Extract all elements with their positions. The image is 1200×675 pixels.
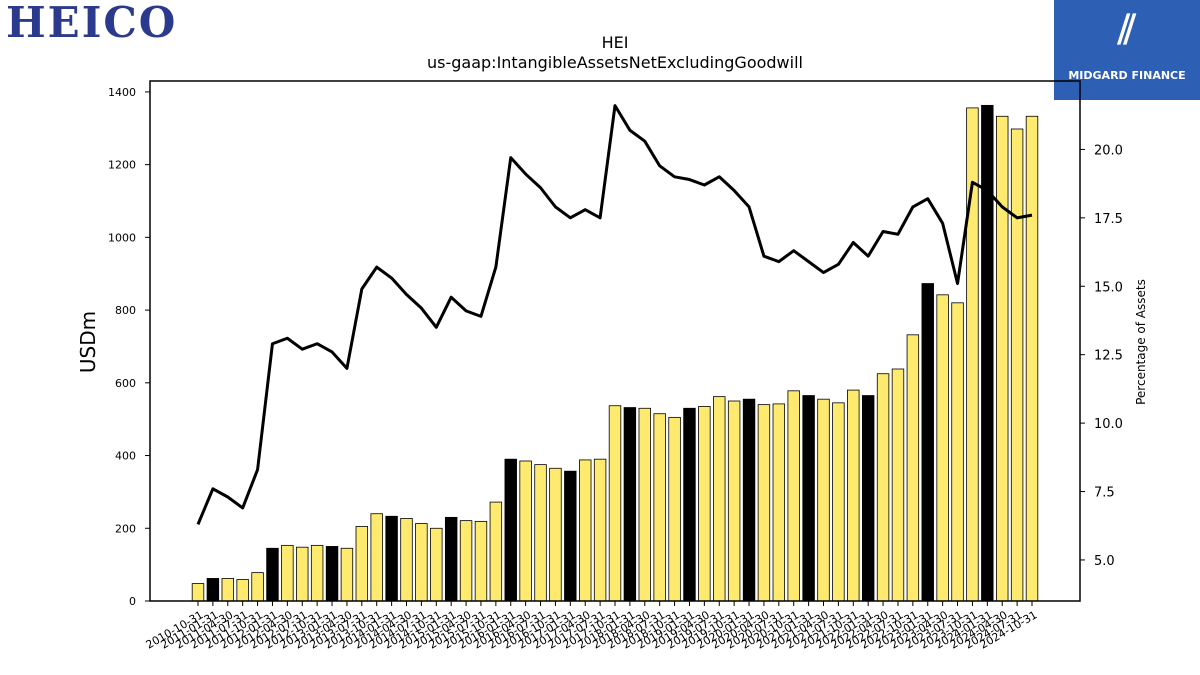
bar: [638, 407, 651, 602]
midgard-mark-icon: ⫽: [1118, 7, 1136, 53]
chart-title: HEI: [602, 33, 629, 52]
bar: [579, 459, 592, 602]
bar: [355, 526, 369, 602]
bar: [504, 458, 517, 602]
bar: [727, 400, 741, 602]
brand-name: MIDGARD FINANCE: [1068, 69, 1186, 82]
bar: [430, 527, 443, 602]
bar: [593, 458, 607, 602]
y2-tick-label: 12.5: [1094, 349, 1123, 364]
bar: [861, 395, 875, 602]
bar: [221, 578, 234, 602]
bar: [281, 544, 294, 602]
y2-tick-label: 17.5: [1094, 212, 1123, 227]
bar: [802, 395, 815, 602]
bar: [623, 407, 637, 602]
bar: [444, 516, 458, 602]
y2-tick-label: 7.5: [1094, 486, 1115, 501]
y-tick-label: 1200: [108, 159, 136, 172]
bar: [191, 583, 205, 602]
bar: [742, 398, 756, 602]
bar: [489, 501, 503, 602]
bar: [340, 547, 354, 602]
bar: [251, 572, 264, 602]
y-tick-label: 1000: [108, 231, 136, 244]
bar: [236, 579, 249, 602]
y2-axis-label: Percentage of Assets: [1134, 279, 1148, 405]
bar: [296, 546, 309, 602]
bar: [459, 520, 473, 602]
bar: [534, 464, 547, 602]
y-tick-label: 0: [129, 595, 136, 608]
bar: [549, 467, 562, 602]
bar: [668, 416, 681, 602]
percentage-line: [196, 104, 1033, 525]
bar: [936, 294, 949, 602]
bar: [1010, 128, 1024, 602]
y-tick-label: 400: [115, 450, 136, 463]
midgard-finance-logo: ⫽ MIDGARD FINANCE: [1054, 0, 1200, 100]
bar: [474, 520, 488, 602]
bar: [817, 398, 830, 602]
y2-tick-label: 15.0: [1094, 280, 1123, 295]
bar: [832, 402, 845, 602]
heico-logo: HEICO: [6, 0, 178, 47]
bar: [519, 460, 532, 602]
bar: [415, 523, 428, 602]
bar: [683, 407, 696, 602]
bar: [1025, 115, 1039, 602]
bar: [951, 302, 964, 602]
y2-tick-label: 20.0: [1094, 143, 1123, 158]
bar: [385, 515, 398, 602]
y-tick-label: 1400: [108, 86, 136, 99]
bar: [400, 518, 413, 602]
bar: [891, 368, 905, 602]
bar: [370, 513, 383, 602]
bar: [206, 578, 220, 602]
bar: [698, 406, 711, 602]
bar: [787, 390, 800, 602]
bar: [713, 396, 726, 602]
bar: [876, 373, 890, 602]
y-axis-label: USDm: [76, 311, 100, 373]
bar: [757, 404, 771, 602]
bar: [996, 115, 1009, 602]
bar: [981, 104, 994, 602]
y2-tick-label: 5.0: [1094, 554, 1115, 569]
bar: [310, 544, 324, 602]
bar: [266, 547, 279, 602]
bar: [772, 403, 786, 602]
y-tick-label: 800: [115, 304, 136, 317]
bar: [325, 546, 339, 602]
bar: [564, 470, 577, 602]
y-tick-label: 200: [115, 522, 136, 535]
chart-subtitle: us-gaap:IntangibleAssetsNetExcludingGood…: [427, 53, 803, 72]
y-tick-label: 600: [115, 377, 136, 390]
bar: [847, 389, 860, 602]
y2-tick-label: 10.0: [1094, 417, 1123, 432]
bar: [921, 283, 934, 602]
bar: [608, 405, 622, 602]
bar: [653, 413, 666, 602]
bar: [906, 334, 920, 602]
